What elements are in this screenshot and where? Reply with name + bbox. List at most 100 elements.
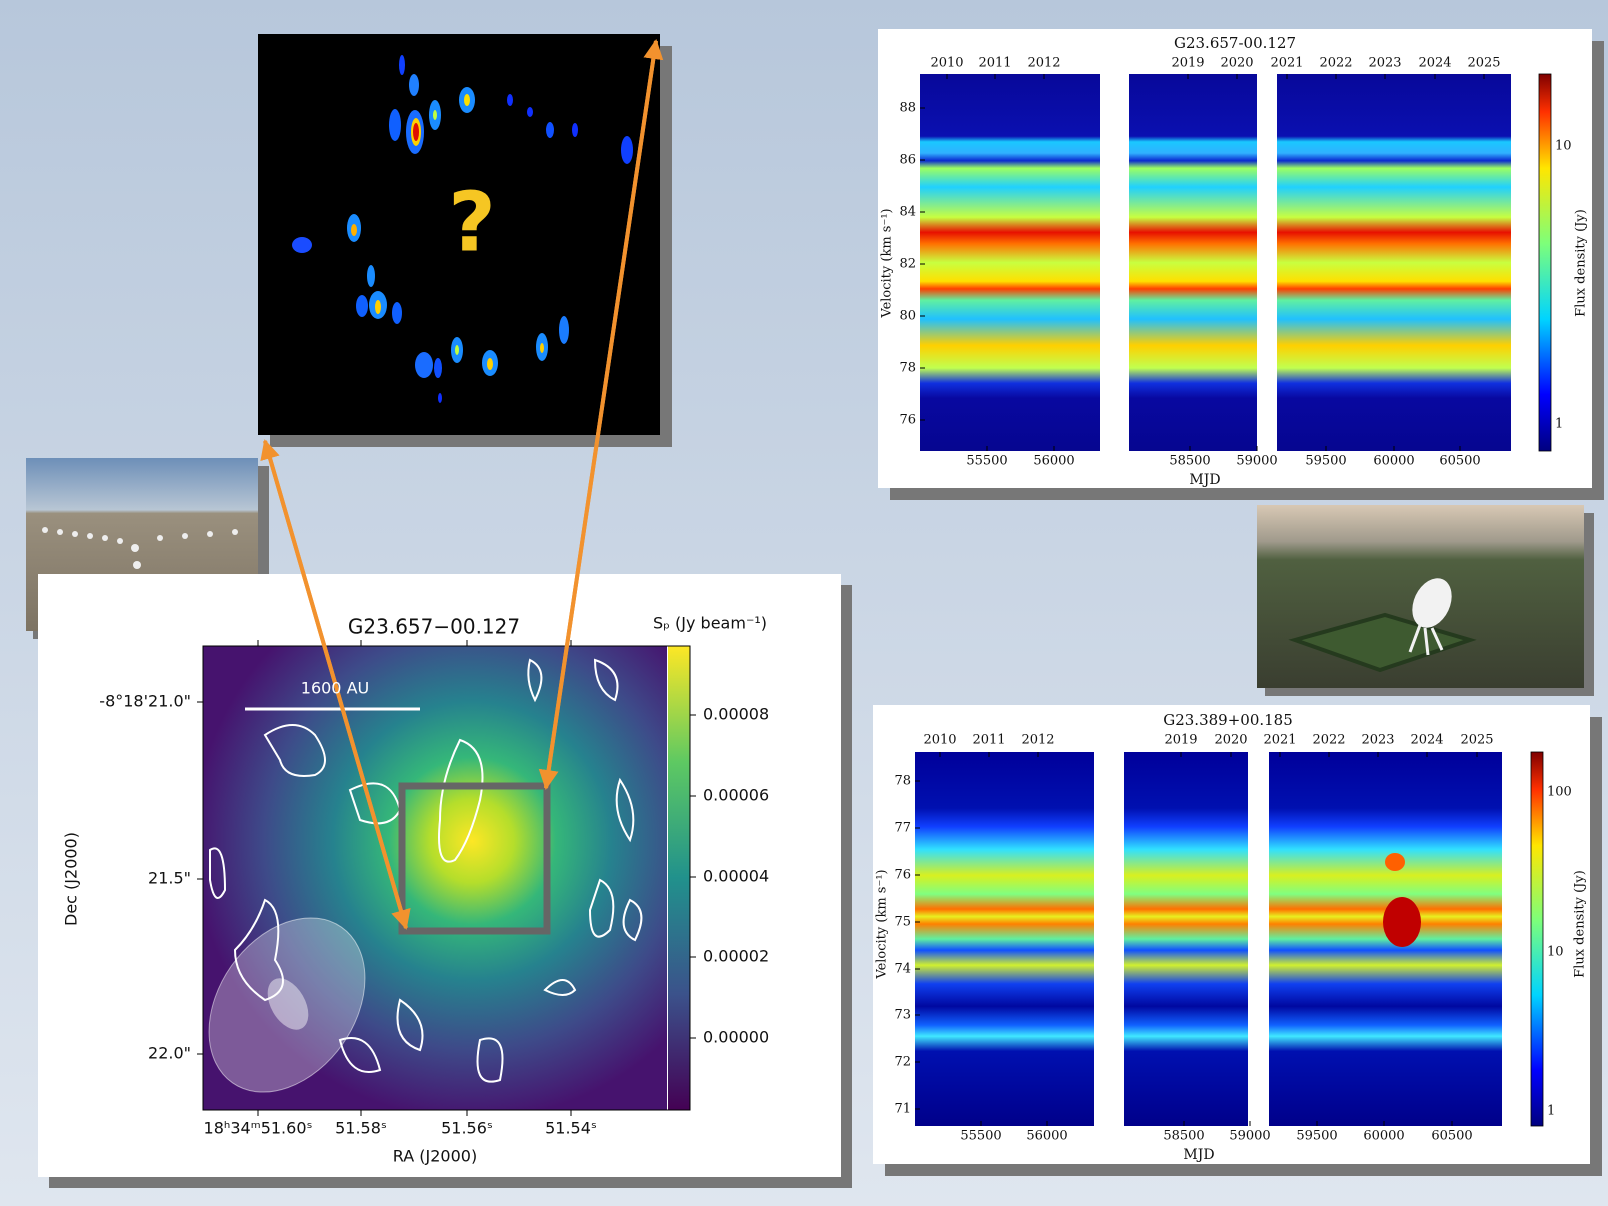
map-image bbox=[203, 646, 667, 1110]
y-tick-label: 78 bbox=[899, 361, 916, 376]
map-colorbar bbox=[668, 646, 690, 1110]
chart-title: G23.657-00.127 bbox=[1174, 34, 1296, 52]
year-label: 2020 bbox=[1214, 733, 1247, 748]
colorbar-tick-label: 0.00002 bbox=[703, 947, 769, 966]
x-tick-label: 51.54ˢ bbox=[545, 1119, 597, 1138]
colorbar-tick-label: 0.00008 bbox=[703, 705, 769, 724]
spectrum-bottom-left bbox=[915, 752, 1094, 1126]
maser-spots bbox=[292, 55, 633, 403]
year-label: 2021 bbox=[1263, 733, 1296, 748]
year-label: 2025 bbox=[1460, 733, 1493, 748]
y-tick-label: -8°18'21.0" bbox=[99, 692, 191, 711]
scale-bar-label: 1600 AU bbox=[301, 679, 369, 698]
colorbar-tick-label: 10 bbox=[1555, 139, 1572, 154]
colorbar-tick-label: 1 bbox=[1547, 1104, 1555, 1119]
year-label: 2012 bbox=[1021, 733, 1054, 748]
spectrum-bottom-right bbox=[1124, 752, 1502, 1126]
x-tick-label: 18ʰ34ᵐ51.60ˢ bbox=[204, 1119, 313, 1138]
colorbar-label: Flux density (Jy) bbox=[1573, 870, 1588, 978]
colorbar bbox=[1538, 73, 1552, 452]
year-label: 2023 bbox=[1368, 56, 1401, 71]
year-label: 2022 bbox=[1319, 56, 1352, 71]
year-label: 2021 bbox=[1270, 56, 1303, 71]
flare bbox=[1385, 853, 1405, 871]
spectrum-top-right bbox=[1129, 74, 1511, 451]
x-tick-label: 56000 bbox=[1033, 454, 1074, 469]
colorbar-tick-label: 1 bbox=[1555, 417, 1563, 432]
x-tick-label: 59500 bbox=[1296, 1129, 1337, 1144]
x-axis-label: MJD bbox=[1189, 472, 1220, 488]
x-tick-label: 59000 bbox=[1236, 454, 1277, 469]
map-frame bbox=[202, 645, 691, 1111]
colorbar-tick-label: 0.00006 bbox=[703, 786, 769, 805]
year-label: 2022 bbox=[1312, 733, 1345, 748]
x-axis-label: RA (J2000) bbox=[393, 1147, 477, 1166]
arrow bbox=[538, 40, 658, 790]
x-tick-label: 59500 bbox=[1305, 454, 1346, 469]
colorbar-tick-label: 0.00000 bbox=[703, 1028, 769, 1047]
spectrum-top-left bbox=[920, 74, 1100, 451]
y-tick-label: 82 bbox=[899, 257, 916, 272]
x-tick-label: 60000 bbox=[1363, 1129, 1404, 1144]
x-tick-label: 51.58ˢ bbox=[335, 1119, 387, 1138]
x-tick-label: 60500 bbox=[1431, 1129, 1472, 1144]
beam bbox=[208, 917, 366, 1093]
year-label: 2010 bbox=[923, 733, 956, 748]
y-tick-label: 72 bbox=[894, 1055, 911, 1070]
year-label: 2011 bbox=[978, 56, 1011, 71]
year-label: 2020 bbox=[1220, 56, 1253, 71]
year-label: 2024 bbox=[1410, 733, 1443, 748]
map-title: G23.657−00.127 bbox=[348, 615, 520, 639]
x-tick-label: 56000 bbox=[1026, 1129, 1067, 1144]
beam-inner bbox=[267, 978, 309, 1030]
year-label: 2019 bbox=[1164, 733, 1197, 748]
y-tick-label: 88 bbox=[899, 101, 916, 116]
zoom-box bbox=[398, 782, 551, 935]
dish-mount bbox=[1408, 624, 1444, 656]
y-tick-label: 84 bbox=[899, 205, 916, 220]
y-tick-label: 77 bbox=[894, 821, 911, 836]
y-tick-label: 76 bbox=[894, 868, 911, 883]
x-tick-label: 51.56ˢ bbox=[441, 1119, 493, 1138]
chart-title: G23.389+00.185 bbox=[1163, 711, 1293, 729]
year-label: 2019 bbox=[1171, 56, 1204, 71]
colorbar-tick-label: 100 bbox=[1547, 785, 1572, 800]
arrow bbox=[263, 440, 411, 930]
y-tick-label: 21.5" bbox=[148, 869, 191, 888]
year-label: 2024 bbox=[1418, 56, 1451, 71]
y-tick-label: 78 bbox=[894, 774, 911, 789]
flare bbox=[1383, 897, 1421, 947]
dish bbox=[1412, 578, 1452, 628]
colorbar-tick-label: 0.00004 bbox=[703, 867, 769, 886]
data-gap bbox=[1248, 752, 1269, 1126]
year-label: 2023 bbox=[1361, 733, 1394, 748]
colorbar-label: Sₚ (Jy beam⁻¹) bbox=[653, 614, 767, 633]
contours bbox=[209, 658, 643, 1083]
year-label: 2025 bbox=[1467, 56, 1500, 71]
year-label: 2010 bbox=[930, 56, 963, 71]
y-tick-label: 80 bbox=[899, 309, 916, 324]
y-axis-label: Dec (J2000) bbox=[62, 832, 81, 926]
y-tick-label: 76 bbox=[899, 413, 916, 428]
question-mark: ? bbox=[448, 175, 496, 270]
year-label: 2011 bbox=[972, 733, 1005, 748]
x-tick-label: 58500 bbox=[1163, 1129, 1204, 1144]
y-tick-label: 86 bbox=[899, 153, 916, 168]
x-axis-label: MJD bbox=[1183, 1147, 1214, 1163]
x-tick-label: 55500 bbox=[960, 1129, 1001, 1144]
y-axis-label: Velocity (km s⁻¹) bbox=[880, 208, 895, 318]
colorbar-tick-label: 10 bbox=[1547, 945, 1564, 960]
x-tick-label: 60500 bbox=[1439, 454, 1480, 469]
y-tick-label: 73 bbox=[894, 1008, 911, 1023]
y-tick-label: 74 bbox=[894, 962, 911, 977]
x-tick-label: 60000 bbox=[1373, 454, 1414, 469]
colorbar-label: Flux density (Jy) bbox=[1574, 209, 1589, 317]
x-tick-label: 58500 bbox=[1169, 454, 1210, 469]
y-tick-label: 22.0" bbox=[148, 1044, 191, 1063]
y-tick-label: 71 bbox=[894, 1102, 911, 1117]
data-gap bbox=[1257, 74, 1277, 451]
year-label: 2012 bbox=[1027, 56, 1060, 71]
colorbar bbox=[1530, 751, 1544, 1127]
